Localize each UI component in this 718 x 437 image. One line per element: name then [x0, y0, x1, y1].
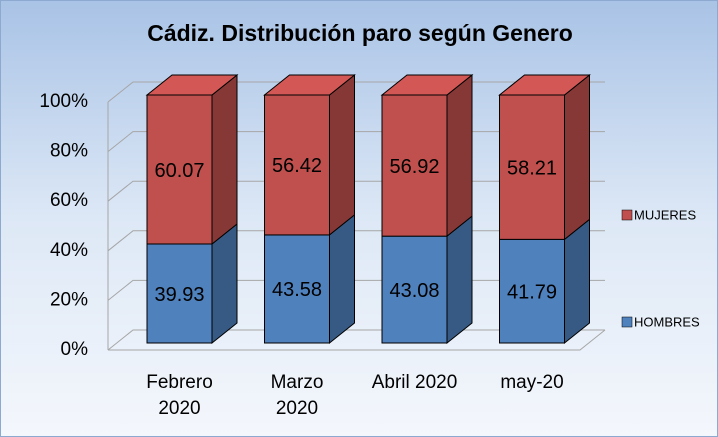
- x-tick-label: Febrero 2020: [146, 372, 213, 419]
- bar-front: [146, 94, 213, 245]
- x-tick-label: may-20: [500, 372, 564, 393]
- bar-top: [145, 74, 239, 96]
- bar-side: [564, 73, 590, 241]
- bar-side: [329, 73, 355, 236]
- y-tick-label: 40%: [50, 240, 88, 261]
- data-label: 43.58: [272, 279, 322, 301]
- legend-label: HOMBRES: [634, 314, 700, 329]
- data-label: 43.08: [389, 280, 439, 302]
- x-tick-label: Abril 2020: [371, 372, 458, 393]
- data-label: 56.92: [389, 156, 439, 178]
- data-label: 56.42: [272, 155, 322, 177]
- y-tick-label: 100%: [39, 91, 88, 112]
- data-label: 39.93: [154, 284, 204, 306]
- floor: [108, 329, 606, 351]
- data-label: 41.79: [507, 281, 557, 303]
- y-tick-label: 20%: [50, 289, 88, 310]
- bar-side: [329, 213, 355, 345]
- bar-front: [146, 243, 213, 344]
- bar-front: [264, 234, 330, 344]
- legend-swatch: [621, 316, 633, 328]
- bar-side: [564, 218, 590, 345]
- y-tick-label: 0%: [61, 339, 89, 360]
- bar-front: [499, 94, 565, 240]
- x-tick-label: Marzo 2020: [270, 372, 324, 419]
- y-tick-label: 60%: [50, 190, 88, 211]
- bar-side: [446, 73, 473, 238]
- bar-top: [263, 74, 356, 96]
- bar-top: [498, 74, 591, 96]
- data-label: 58.21: [507, 157, 557, 179]
- bar-side: [211, 222, 238, 345]
- y-tick-label: 80%: [50, 141, 88, 162]
- chart-title: Cádiz. Distribución paro según Genero: [147, 20, 573, 46]
- bar-top: [380, 74, 474, 96]
- legend-label: MUJERES: [634, 207, 696, 222]
- data-label: 60.07: [154, 160, 204, 182]
- bar-front: [381, 94, 448, 237]
- legend-swatch: [621, 209, 633, 221]
- bar-side: [211, 73, 238, 246]
- bar-side: [446, 215, 473, 345]
- bar-front: [499, 238, 565, 344]
- bar-front: [264, 94, 330, 236]
